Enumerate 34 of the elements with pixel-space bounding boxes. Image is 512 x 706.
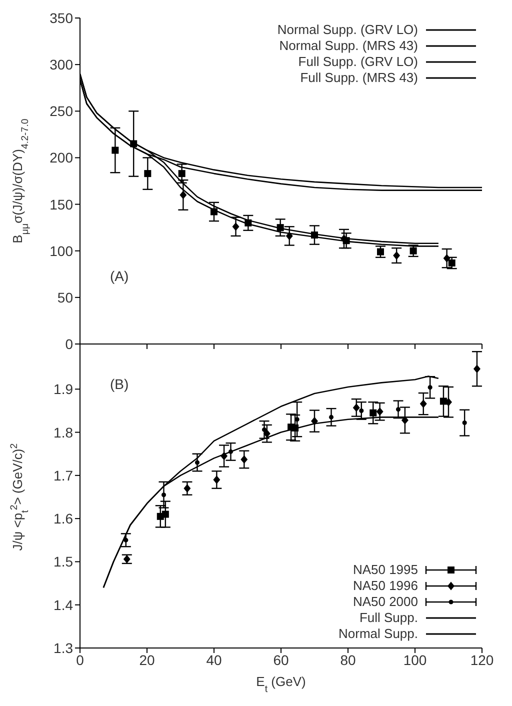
y-tick-label: 350 xyxy=(50,10,74,26)
annotation: (A) xyxy=(110,268,129,284)
legend-label: Full Supp. xyxy=(359,610,418,626)
y-tick-label: 1.8 xyxy=(54,424,74,440)
x-tick-label: 100 xyxy=(403,652,427,668)
y-tick-label: 50 xyxy=(57,289,74,306)
y-tick-label: 1.7 xyxy=(54,467,74,484)
x-tick-label: 60 xyxy=(273,652,289,668)
legend-label: Normal Supp. (GRV LO) xyxy=(277,22,418,38)
legend-label: NA50 1995 xyxy=(352,562,418,578)
x-axis-title: E$_{t}$ (GeV) xyxy=(256,674,306,694)
y-tick-label: 0 xyxy=(65,336,74,352)
x-tick-label: 120 xyxy=(470,652,494,668)
legend-label: NA50 2000 xyxy=(352,594,418,610)
x-tick-label: 0 xyxy=(76,652,84,668)
annotation: (B) xyxy=(110,376,129,392)
y-tick-label: 1.3 xyxy=(54,640,74,656)
y-tick-label: 1.6 xyxy=(54,510,74,527)
y-tick-label: 200 xyxy=(50,150,74,166)
y-tick-label: 300 xyxy=(50,56,74,73)
y-tick-label: 100 xyxy=(50,242,74,259)
y-tick-label: 250 xyxy=(50,103,74,120)
y-tick-label: 1.5 xyxy=(54,554,74,570)
legend-label: Full Supp. (GRV LO) xyxy=(298,54,418,70)
y-tick-label: 1.4 xyxy=(54,596,74,613)
x-tick-label: 20 xyxy=(139,652,155,668)
y-tick-label: 1.9 xyxy=(54,381,74,398)
legend-label: Normal Supp. xyxy=(338,626,418,642)
legend-label: NA50 1996 xyxy=(352,578,418,594)
legend-label: Full Supp. (MRS 43) xyxy=(300,70,418,86)
legend-label: Normal Supp. (MRS 43) xyxy=(279,38,418,54)
y-tick-label: 150 xyxy=(50,196,74,212)
x-tick-label: 80 xyxy=(340,652,356,668)
x-tick-label: 40 xyxy=(206,652,222,668)
